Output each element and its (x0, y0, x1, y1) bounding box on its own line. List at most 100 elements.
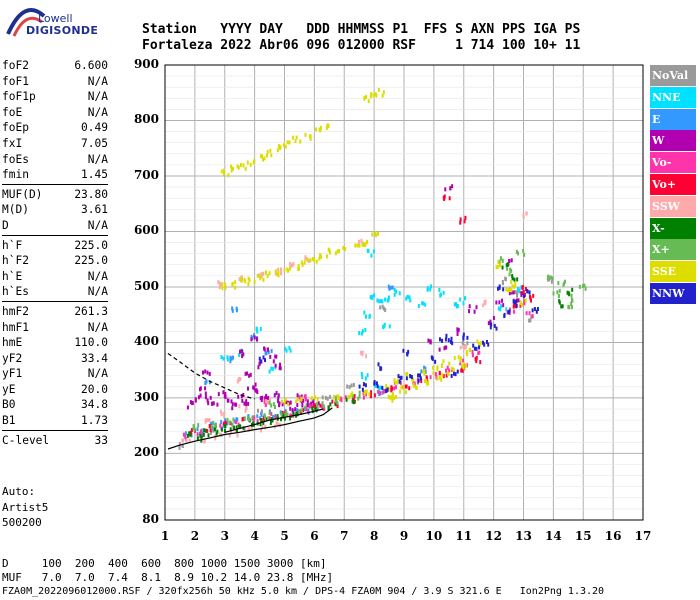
data-point (440, 363, 443, 368)
data-point (372, 249, 375, 254)
param-name: yF1 (2, 367, 23, 381)
param-name: hmE (2, 336, 23, 350)
param-name: foF2 (2, 59, 29, 72)
data-point (220, 420, 223, 425)
param-row: hmE 110.0 (2, 335, 108, 351)
data-point (264, 399, 267, 404)
data-point (420, 379, 423, 384)
data-point (442, 290, 445, 295)
data-point (376, 298, 379, 303)
data-point (521, 302, 524, 307)
data-point (270, 403, 273, 408)
data-point (581, 284, 584, 289)
data-point (460, 368, 463, 373)
auto-code: 500200 (2, 516, 42, 529)
param-value: N/A (87, 152, 108, 166)
data-point (369, 393, 372, 398)
data-point (295, 411, 298, 416)
data-point (291, 135, 294, 140)
data-point (247, 427, 250, 432)
data-point (501, 279, 504, 284)
data-point (479, 341, 482, 346)
logo-lowell: Lowell (38, 12, 73, 25)
file-info: FZA0M_2022096012000.RSF / 320fx256h 50 k… (2, 586, 605, 597)
data-point (412, 382, 415, 387)
data-point (475, 359, 478, 364)
data-point (311, 406, 314, 411)
param-value: 110.0 (74, 336, 108, 350)
data-point (296, 402, 299, 407)
profile-curve (167, 353, 255, 400)
data-point (360, 238, 363, 243)
data-point (508, 258, 511, 263)
data-point (427, 338, 430, 343)
data-point (298, 409, 301, 414)
data-point (302, 398, 305, 403)
data-point (246, 386, 249, 391)
auto-label: Auto: (2, 485, 36, 498)
data-point (498, 259, 501, 264)
data-point (509, 288, 512, 293)
data-point (450, 336, 453, 341)
data-point (489, 325, 492, 330)
data-point (249, 162, 252, 167)
data-point (291, 263, 294, 268)
data-point (409, 298, 412, 303)
data-point (200, 435, 203, 440)
param-name: fmin (2, 168, 29, 182)
param-row: C-level 33 (2, 433, 108, 449)
data-point (289, 400, 292, 405)
y-tick-label: 700 (133, 167, 159, 182)
data-point (395, 289, 398, 294)
data-point (408, 386, 411, 391)
data-point (438, 371, 441, 376)
data-point (444, 187, 447, 192)
data-point (531, 308, 534, 313)
data-point (378, 299, 381, 304)
data-point (220, 412, 223, 417)
param-value: N/A (87, 285, 108, 299)
data-point (379, 385, 382, 390)
data-point (514, 300, 517, 305)
data-point (277, 393, 280, 398)
data-point (231, 166, 234, 171)
data-point (446, 371, 449, 376)
y-tick-label: 900 (133, 57, 159, 71)
data-point (351, 391, 354, 396)
data-point (239, 424, 242, 429)
data-point (361, 242, 364, 247)
data-point (399, 380, 402, 385)
data-point (408, 295, 411, 300)
data-point (196, 427, 199, 432)
data-point (336, 400, 339, 405)
parameter-panel: foF2 6.600 foF1 N/A foF1p N/A foE N/A foEp 0.49 fx… (2, 58, 108, 448)
data-point (361, 352, 364, 357)
data-point (459, 345, 462, 350)
data-point (282, 413, 285, 418)
data-point (204, 418, 207, 423)
data-point (517, 298, 520, 303)
data-point (306, 399, 309, 404)
data-point (261, 157, 264, 162)
data-point (503, 312, 506, 317)
data-point (338, 248, 341, 253)
data-point (447, 338, 450, 343)
param-value: N/A (87, 105, 108, 119)
data-point (571, 287, 574, 292)
data-point (438, 347, 441, 352)
data-point (497, 260, 500, 265)
data-point (505, 263, 508, 268)
data-point (510, 258, 513, 263)
data-point (389, 285, 392, 290)
data-point (305, 403, 308, 408)
param-row: B1 1.73 (2, 413, 108, 429)
data-point (508, 309, 511, 314)
data-point (464, 344, 467, 349)
data-point (284, 144, 287, 149)
data-point (449, 186, 452, 191)
data-point (511, 274, 514, 279)
data-point (374, 382, 377, 387)
data-point (560, 304, 563, 309)
data-point (307, 409, 310, 414)
data-point (499, 263, 502, 268)
